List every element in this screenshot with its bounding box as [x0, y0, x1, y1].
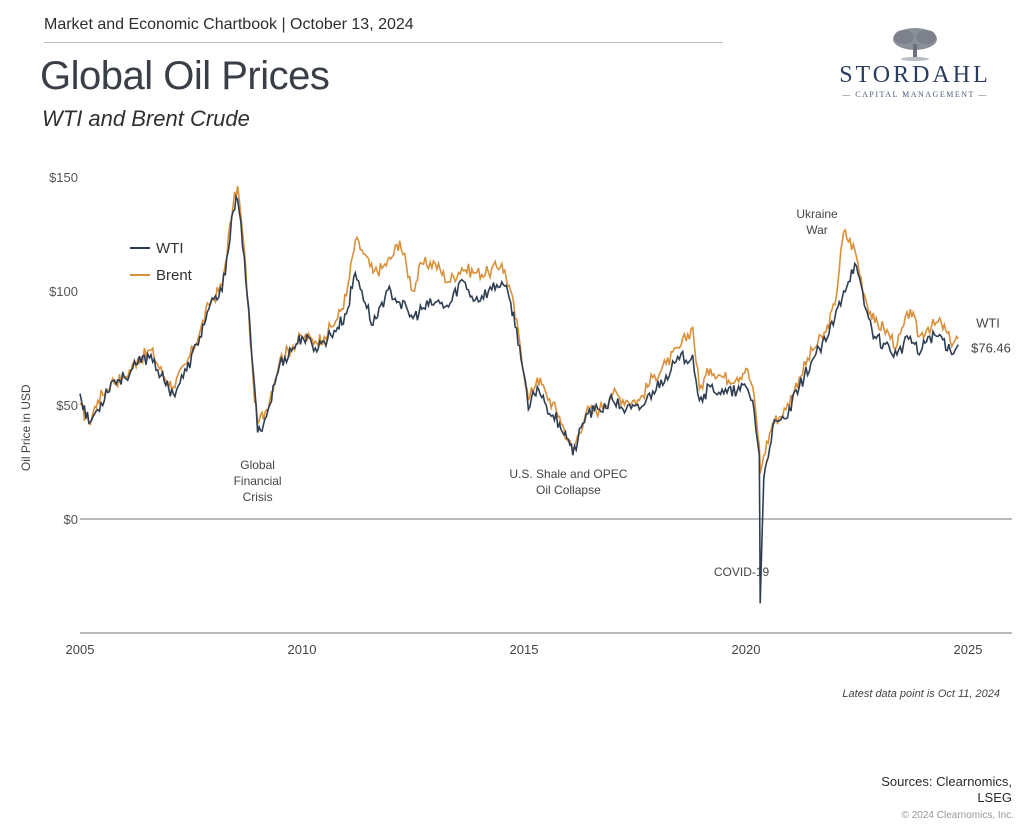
logo-tagline: — CAPITAL MANAGEMENT — [842, 90, 988, 99]
annotation: Global Financial Crisis [234, 458, 282, 504]
oak-tree-icon [893, 28, 937, 61]
x-tick-label: 2010 [288, 642, 317, 657]
x-tick-label: 2005 [66, 642, 95, 657]
y-tick-label: $0 [64, 512, 78, 527]
page-subtitle: WTI and Brent Crude [42, 106, 250, 131]
annotation: U.S. Shale and OPEC Oil Collapse [509, 467, 627, 497]
company-logo: STORDAHL — CAPITAL MANAGEMENT — [830, 26, 1000, 106]
legend-label-brent: Brent [156, 267, 193, 284]
series-line-wti [79, 194, 959, 604]
latest-data-note: Latest data point is Oct 11, 2024 [842, 688, 1000, 700]
y-tick-label: $50 [56, 398, 78, 413]
legend: WTI Brent [130, 240, 193, 284]
sources-line-1: Sources: Clearnomics, [881, 774, 1012, 789]
x-tick-label: 2025 [954, 642, 983, 657]
x-tick-label: 2015 [510, 642, 539, 657]
end-label-series: WTI [976, 315, 1000, 330]
y-tick-label: $150 [49, 170, 78, 185]
sources-line-2: LSEG [977, 790, 1012, 805]
y-tick-label: $100 [49, 284, 78, 299]
series-line-brent [79, 185, 959, 474]
chartbook-header: Market and Economic Chartbook | October … [44, 16, 414, 33]
sources: Sources: Clearnomics, LSEG [881, 774, 1012, 806]
logo-brand: STORDAHL [839, 62, 991, 88]
legend-label-wti: WTI [156, 240, 184, 257]
header-divider [44, 42, 723, 43]
y-axis-label: Oil Price in USD [19, 384, 33, 471]
page-title: Global Oil Prices [40, 54, 330, 98]
x-tick-label: 2020 [732, 642, 761, 657]
oil-price-chart: $0 $50 $100 $150 2005 2010 2015 2020 2025 Oil P… [19, 170, 1012, 657]
end-label-value: $76.46 [971, 341, 1011, 356]
annotation: Ukraine War [796, 207, 838, 237]
annotation: COVID-19 [714, 565, 770, 579]
copyright: © 2024 Clearnomics, Inc. [901, 810, 1014, 821]
